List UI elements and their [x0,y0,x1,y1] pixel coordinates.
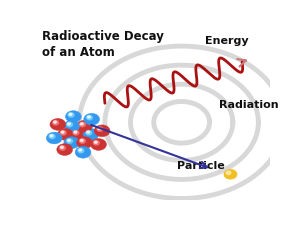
Circle shape [97,127,103,131]
Circle shape [58,128,73,140]
Circle shape [46,132,62,144]
Circle shape [74,131,77,133]
Circle shape [73,130,79,135]
Circle shape [226,171,231,175]
Circle shape [78,148,84,153]
Circle shape [80,139,85,143]
Text: Radioactive Decay
of an Atom: Radioactive Decay of an Atom [42,30,164,59]
Circle shape [59,146,65,150]
Circle shape [77,137,92,148]
Circle shape [68,139,70,142]
Text: Particle: Particle [177,161,225,171]
Circle shape [65,111,81,122]
Text: Radiation: Radiation [219,100,278,110]
Circle shape [57,144,73,155]
Circle shape [80,139,83,142]
Circle shape [52,120,59,125]
Circle shape [84,113,100,125]
Circle shape [86,115,92,120]
Circle shape [93,141,99,145]
Circle shape [70,128,86,140]
Text: Energy: Energy [205,36,248,46]
Circle shape [54,121,56,123]
Circle shape [69,113,72,115]
Circle shape [77,120,92,132]
Circle shape [98,128,101,130]
Circle shape [88,116,90,118]
Circle shape [64,137,80,148]
Circle shape [68,113,74,117]
Circle shape [86,130,92,135]
Circle shape [79,149,82,151]
Circle shape [49,134,55,139]
Circle shape [67,122,73,127]
Circle shape [68,123,70,125]
Circle shape [75,146,91,158]
Circle shape [50,119,66,130]
Circle shape [67,139,73,143]
Circle shape [83,128,99,140]
Circle shape [61,131,64,133]
Circle shape [80,123,83,125]
Circle shape [224,169,237,179]
Circle shape [94,141,97,143]
Circle shape [50,135,53,137]
Circle shape [60,130,66,135]
Circle shape [91,139,106,150]
Circle shape [64,120,80,132]
Circle shape [94,125,110,137]
Circle shape [61,146,63,148]
Circle shape [87,131,90,133]
Circle shape [80,122,85,127]
